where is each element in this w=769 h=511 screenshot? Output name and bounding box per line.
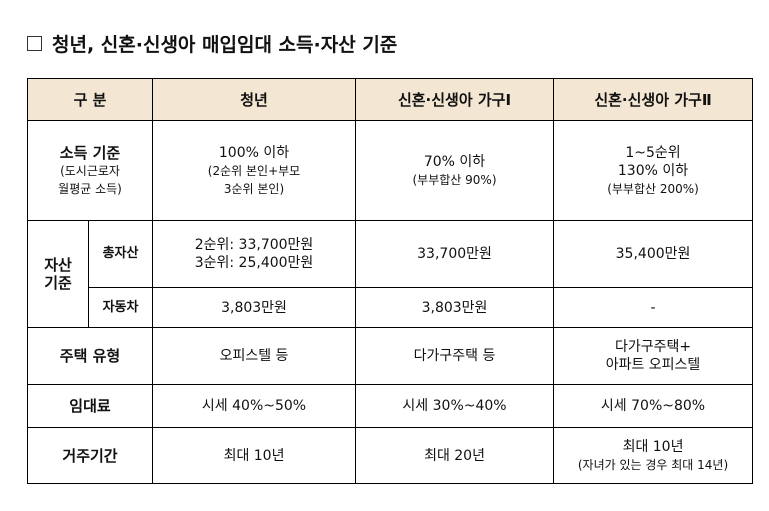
checkbox-icon	[27, 36, 42, 51]
label-line: (도시근로자	[60, 163, 120, 178]
cell: 시세 40%~50%	[152, 384, 357, 428]
cell-line: 100% 이하	[218, 144, 290, 161]
header-row: 구 분 청년 신혼·신생아 가구Ⅰ 신혼·신생아 가구Ⅱ	[26, 78, 754, 121]
cell: 35,400만원	[553, 220, 754, 288]
cell: 시세 30%~40%	[355, 384, 555, 428]
sub-label: 자동차	[87, 287, 154, 328]
cell-line: 1~5순위	[625, 144, 681, 161]
cell: 1~5순위 130% 이하 (부부합산 200%)	[553, 120, 754, 221]
header-cell: 청년	[152, 78, 357, 121]
row: 거주기간 최대 10년 최대 20년 최대 10년 (자녀가 있는 경우 최대 1…	[26, 427, 754, 484]
cell: 3,803만원	[152, 287, 357, 328]
row-label: 거주기간	[26, 427, 154, 484]
cell-line: (2순위 본인+부모	[207, 163, 301, 178]
cell: 100% 이하 (2순위 본인+부모 3순위 본인)	[152, 120, 357, 221]
label-line: 월평균 소득)	[58, 181, 122, 196]
cell: 다가구주택+ 아파트 오피스텔	[553, 327, 754, 385]
label-line: 소득 기준	[59, 143, 121, 162]
cell-line: (부부합산 200%)	[607, 181, 699, 196]
row-label: 자산 기준	[27, 220, 89, 328]
criteria-table: 구 분 청년 신혼·신생아 가구Ⅰ 신혼·신생아 가구Ⅱ 소득 기준 (도시근로자…	[26, 78, 754, 484]
cell-line: 다가구주택+	[614, 339, 692, 355]
cell-line: 최대 10년	[622, 438, 684, 455]
cell: 최대 10년 (자녀가 있는 경우 최대 14년)	[553, 427, 754, 484]
cell-line: (부부합산 90%)	[412, 172, 497, 187]
cell: 시세 70%~80%	[553, 384, 754, 428]
header-cell: 신혼·신생아 가구Ⅰ	[355, 78, 555, 121]
cell: 3,803만원	[355, 287, 555, 328]
row: 자산 기준 총자산 2순위: 33,700만원 3순위: 25,400만원 33,7…	[27, 220, 754, 328]
cell: 다가구주택 등	[355, 327, 555, 385]
cell: -	[553, 287, 754, 328]
cell-line: 70% 이하	[423, 153, 486, 170]
cell-line: (자녀가 있는 경우 최대 14년)	[577, 457, 729, 472]
row: 주택 유형 오피스텔 등 다가구주택 등 다가구주택+ 아파트 오피스텔	[26, 327, 754, 385]
row: 자동차 3,803만원 3,803만원 -	[28, 287, 754, 328]
cell-line: 3순위 본인)	[223, 181, 285, 196]
cell-line: 130% 이하	[617, 162, 689, 179]
row-label: 임대료	[26, 384, 154, 428]
title: 청년, 신혼·신생아 매입임대 소득·자산 기준	[27, 30, 397, 57]
cell-line: 2순위: 33,700만원	[194, 237, 314, 253]
cell: 오피스텔 등	[152, 327, 357, 385]
cell: 70% 이하 (부부합산 90%)	[355, 120, 555, 221]
label-line: 기준	[44, 274, 72, 292]
row: 임대료 시세 40%~50% 시세 30%~40% 시세 70%~80%	[26, 384, 754, 428]
cell: 최대 10년	[152, 427, 357, 484]
header-cell: 신혼·신생아 가구Ⅱ	[553, 78, 754, 121]
label-line: 자산	[44, 256, 72, 274]
cell-line: 3순위: 25,400만원	[194, 255, 314, 271]
sub-label: 총자산	[87, 220, 154, 288]
header-cell: 구 분	[26, 78, 154, 121]
title-text: 청년, 신혼·신생아 매입임대 소득·자산 기준	[52, 34, 398, 56]
cell: 최대 20년	[355, 427, 555, 484]
cell-line: 아파트 오피스텔	[605, 357, 701, 373]
row-label: 주택 유형	[26, 327, 154, 385]
cell: 2순위: 33,700만원 3순위: 25,400만원	[152, 220, 357, 288]
cell: 33,700만원	[355, 220, 555, 288]
